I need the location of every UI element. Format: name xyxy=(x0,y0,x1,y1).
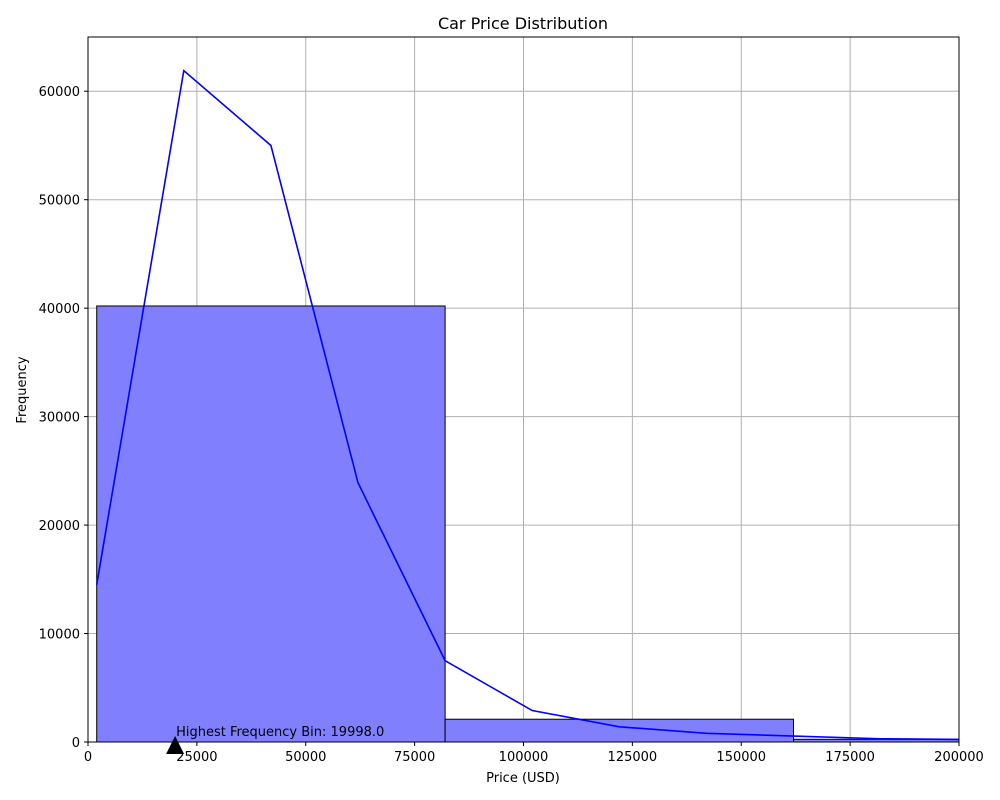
y-tick-label: 50000 xyxy=(39,194,80,209)
x-tick-label: 50000 xyxy=(285,750,326,765)
y-tick-label: 20000 xyxy=(39,519,80,534)
histogram-bar xyxy=(444,718,795,742)
x-tick-label: 125000 xyxy=(608,750,658,765)
histogram-bar xyxy=(793,738,959,742)
annotation-arrow-marker xyxy=(166,736,185,754)
x-tick-label: 75000 xyxy=(394,750,435,765)
y-tick-label: 30000 xyxy=(39,411,80,426)
x-tick-label: 150000 xyxy=(716,750,766,765)
histogram-bars xyxy=(96,305,959,742)
x-tick-label: 0 xyxy=(84,750,92,765)
density-curve xyxy=(95,69,959,741)
histogram-bar xyxy=(96,305,446,742)
x-tick-label: 100000 xyxy=(499,750,549,765)
x-tick-label: 175000 xyxy=(825,750,875,765)
x-axis-ticks: 0 25000 50000 75000 100000 125000 150000 175000… xyxy=(84,742,984,765)
y-tick-label: 10000 xyxy=(39,628,80,643)
y-tick-label: 0 xyxy=(72,736,80,751)
chart-title: Car Price Distribution xyxy=(438,14,608,33)
annotation-label: Highest Frequency Bin: 19998.0 xyxy=(176,725,384,740)
x-axis-label: Price (USD) xyxy=(486,771,560,786)
y-tick-label: 60000 xyxy=(39,85,80,100)
y-axis-label: Frequency xyxy=(15,356,30,423)
x-tick-label: 25000 xyxy=(176,750,217,765)
x-tick-label: 200000 xyxy=(934,750,984,765)
annotation: Highest Frequency Bin: 19998.0 xyxy=(166,725,384,754)
density-line xyxy=(95,69,959,741)
y-axis-ticks: 0 10000 20000 30000 40000 50000 60000 xyxy=(39,85,88,751)
y-tick-label: 40000 xyxy=(39,302,80,317)
